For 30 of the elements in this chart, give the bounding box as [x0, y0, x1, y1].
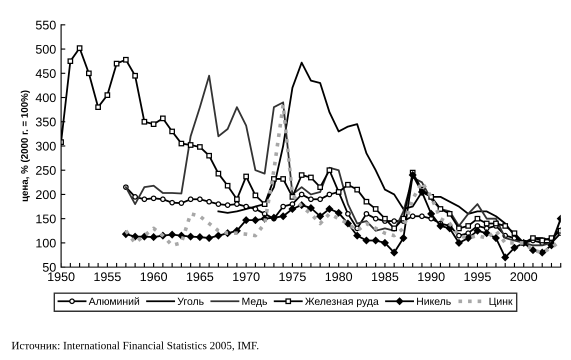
y-tick-label: 200: [36, 190, 56, 200]
y-tick-label: 100: [36, 238, 56, 248]
legend-label: Цинк: [490, 298, 513, 307]
x-tick-label: 1965: [186, 272, 214, 282]
x-tick-label: 1960: [140, 272, 168, 282]
x-tick-label: 1990: [418, 272, 445, 282]
legend-label: Уголь: [178, 298, 204, 306]
legend-label: Железная руда: [305, 298, 379, 308]
y-tick-label: 350: [36, 118, 56, 126]
y-tick-label: 550: [36, 20, 56, 30]
y-tick-label: 300: [36, 142, 56, 151]
y-tick-label: 500: [36, 44, 56, 54]
x-tick-label: 2000: [510, 272, 538, 282]
y-tick-label: 50: [42, 262, 56, 272]
y-tick-label: 250: [36, 166, 56, 175]
legend-label: Никель: [417, 298, 451, 306]
y-axis-title: цена, % (2000 г. = 100%): [20, 90, 30, 202]
x-tick-label: 1950: [48, 272, 75, 282]
legend-label: Алюминий: [88, 297, 140, 306]
x-tick-label: 1985: [372, 272, 398, 282]
y-tick-label: 450: [36, 69, 56, 78]
x-tick-label: 1980: [326, 272, 352, 282]
text: Источник: International Financial Statistics 2005, IMF.: [12, 341, 258, 351]
x-tick-label: 1955: [94, 272, 121, 282]
x-tick-label: 1970: [233, 272, 260, 282]
y-tick-label: 150: [36, 214, 56, 224]
x-tick-label: 1995: [464, 272, 491, 282]
legend-label: Медь: [242, 298, 267, 307]
x-tick-label: 1975: [279, 272, 306, 282]
y-tick-label: 400: [36, 93, 56, 102]
